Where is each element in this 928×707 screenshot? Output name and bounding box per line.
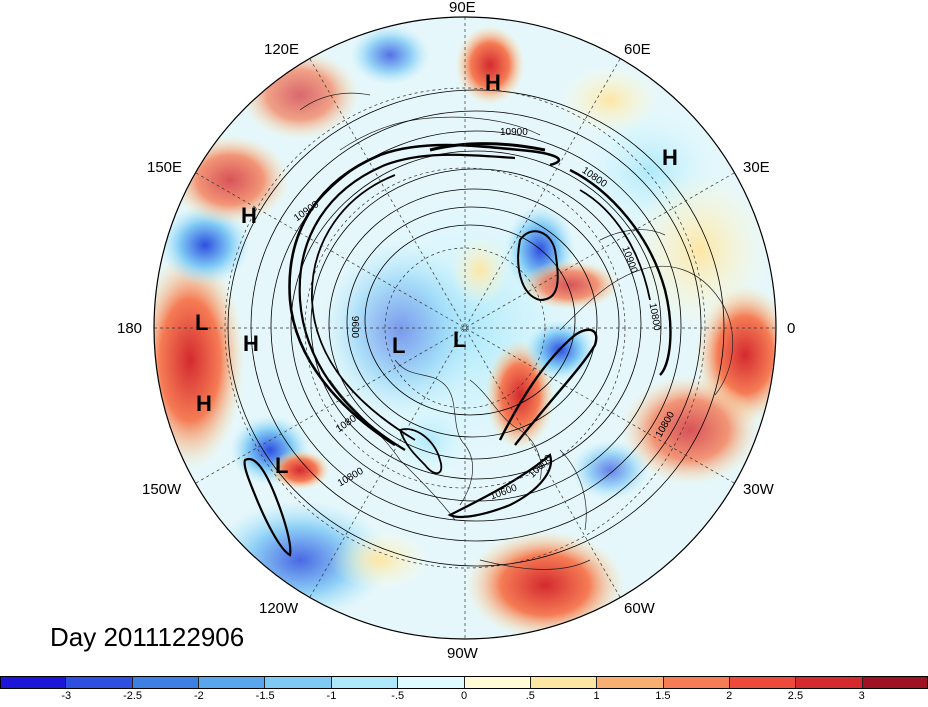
colorbar-segment <box>398 676 465 689</box>
colorbar-segment <box>663 676 730 689</box>
colorbar-segment <box>464 676 531 689</box>
colorbar-segment <box>796 676 863 689</box>
lon-label-90w: 90W <box>447 645 478 662</box>
colorbar-segment <box>530 676 598 689</box>
high-pressure-marker: H <box>485 70 501 95</box>
colorbar-segment <box>862 676 928 689</box>
colorbar-tick-label: 0 <box>460 690 468 702</box>
contour-label: 10900 <box>500 127 528 138</box>
colorbar-tick-label: -1 <box>326 690 337 702</box>
colorbar-segment <box>265 676 332 689</box>
colorbar-tick-label: .5 <box>525 690 535 702</box>
colorbar-tick-label: -2 <box>193 690 204 702</box>
high-pressure-marker: H <box>241 203 257 228</box>
height-contours <box>227 89 725 567</box>
colorbar-tick-label: 2 <box>726 690 733 702</box>
map-boundary <box>153 16 777 640</box>
colorbar-segment <box>132 676 200 689</box>
lon-label-30w: 30W <box>743 481 774 498</box>
lon-label-120e: 120E <box>264 41 300 58</box>
colorbar-segment <box>729 676 797 689</box>
low-pressure-marker: L <box>392 333 406 358</box>
colorbar-tick-label: 2.5 <box>787 690 804 702</box>
lon-label-60w: 60W <box>624 600 655 617</box>
colorbar-tick-label: 1.5 <box>655 690 671 702</box>
colorbar-tick-label: -1.5 <box>255 690 275 702</box>
colorbar-segment <box>331 676 399 689</box>
high-pressure-marker: H <box>196 391 212 416</box>
lon-label-180: 180 <box>117 320 143 337</box>
colorbar-segment <box>0 676 67 689</box>
high-pressure-marker: H <box>243 331 259 356</box>
colorbar-segment <box>597 676 664 689</box>
lon-label-90e: 90E <box>449 0 476 16</box>
colorbar-segment <box>66 676 133 689</box>
colorbar-segment <box>199 676 266 689</box>
graticule <box>154 17 776 639</box>
low-pressure-marker: L <box>275 453 289 478</box>
colorbar-tick-label: -3 <box>61 690 72 702</box>
contour-label: 9600 <box>349 315 361 339</box>
colorbar-tick-label: 1 <box>593 690 600 702</box>
high-pressure-marker: H <box>662 145 678 170</box>
lon-label-0: 0 <box>787 320 796 337</box>
colorbar-tick-label: -.5 <box>391 690 405 702</box>
lon-label-60e: 60E <box>624 41 651 58</box>
low-pressure-marker: L <box>453 327 467 352</box>
day-label: Day 2011122906 <box>50 622 245 652</box>
lon-label-150w: 150W <box>142 481 182 498</box>
colorbar-tick-label: 3 <box>858 690 865 702</box>
colorbar <box>0 676 928 689</box>
low-pressure-marker: L <box>195 310 209 335</box>
lon-label-30e: 30E <box>743 159 770 176</box>
colorbar-tick-label: -2.5 <box>123 690 143 702</box>
lon-label-150e: 150E <box>147 159 183 176</box>
lon-label-120w: 120W <box>259 600 299 617</box>
